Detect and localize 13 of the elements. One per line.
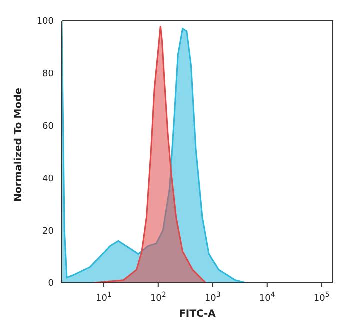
- x-tick-label: 10$^{1}$: [96, 291, 112, 304]
- x-tick-label: 10$^{5}$: [314, 291, 330, 304]
- y-tick-label: 60: [42, 122, 54, 132]
- y-tick-label: 80: [42, 70, 54, 80]
- x-axis-title: FITC-A: [179, 309, 216, 320]
- y-tick-label: 100: [36, 17, 54, 28]
- x-tick-label: 10$^{2}$: [150, 291, 166, 304]
- y-axis-title: Normalized To Mode: [14, 88, 25, 202]
- y-tick-label: 0: [48, 279, 54, 290]
- y-tick-label: 40: [42, 174, 54, 184]
- x-tick-label: 10$^{3}$: [204, 291, 221, 304]
- y-tick-label: 20: [42, 226, 54, 237]
- x-tick-label: 10$^{4}$: [259, 291, 276, 304]
